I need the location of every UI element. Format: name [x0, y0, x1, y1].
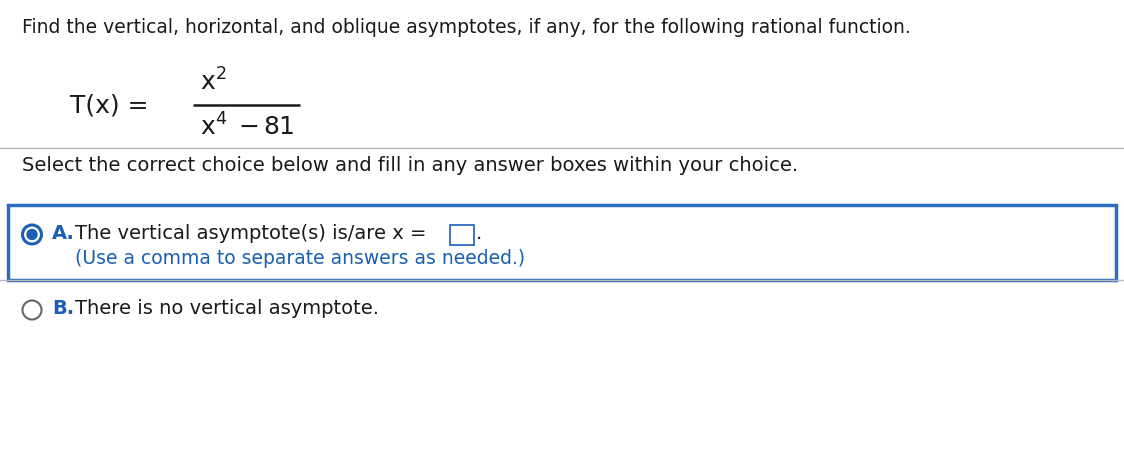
Text: .: . — [475, 224, 482, 243]
Text: $\mathregular{x^4}$: $\mathregular{x^4}$ — [200, 113, 227, 140]
Text: Select the correct choice below and fill in any answer boxes within your choice.: Select the correct choice below and fill… — [22, 156, 798, 175]
Text: The vertical asymptote(s) is/are x =: The vertical asymptote(s) is/are x = — [75, 224, 433, 243]
Text: There is no vertical asymptote.: There is no vertical asymptote. — [75, 300, 379, 319]
Text: B.: B. — [52, 300, 74, 319]
Text: $-\,81$: $-\,81$ — [238, 115, 294, 139]
Text: $\mathregular{x^2}$: $\mathregular{x^2}$ — [200, 68, 226, 95]
Text: Find the vertical, horizontal, and oblique asymptotes, if any, for the following: Find the vertical, horizontal, and obliq… — [22, 18, 910, 37]
Text: (Use a comma to separate answers as needed.): (Use a comma to separate answers as need… — [75, 249, 525, 268]
Circle shape — [27, 230, 37, 239]
Text: A.: A. — [52, 224, 75, 243]
Text: T(x) =: T(x) = — [70, 93, 148, 117]
FancyBboxPatch shape — [8, 205, 1116, 280]
FancyBboxPatch shape — [450, 225, 474, 244]
